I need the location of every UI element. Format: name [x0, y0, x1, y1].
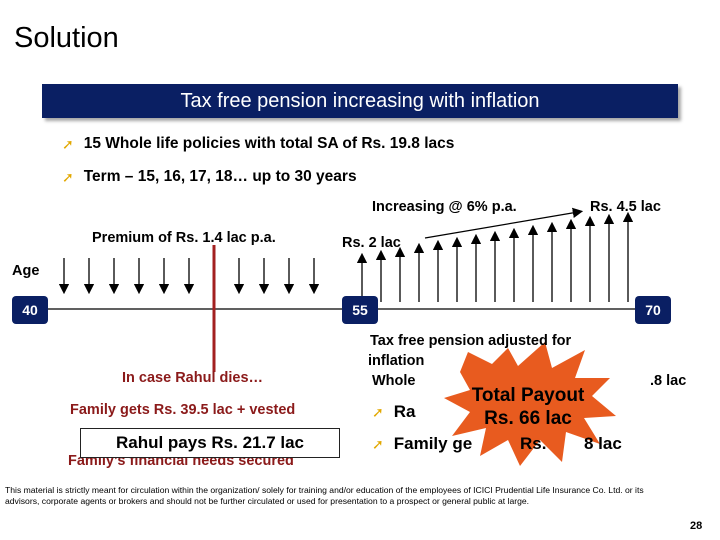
page-title: Solution	[14, 22, 119, 54]
right-bullet-text: Ra	[393, 402, 416, 421]
bullet-text: Term – 15, 16, 17, 18… up to 30 years	[83, 168, 357, 185]
start-amount-label: Rs. 2 lac	[342, 235, 401, 251]
pension-adjusted-text: Tax free pension adjusted for	[370, 333, 572, 349]
arrow-bullet-icon: ➚	[62, 168, 74, 185]
right-bullet-rahul: ➚ Ra	[372, 402, 415, 422]
total-payout-burst	[444, 342, 616, 466]
right-bullet-family: ➚ Family ge	[372, 434, 472, 454]
arrow-bullet-icon: ➚	[62, 135, 74, 152]
age-label: Age	[12, 263, 40, 279]
right-bullet-text: Family ge	[393, 434, 473, 453]
end-amount-label: Rs. 4.5 lac	[590, 199, 661, 215]
page-number: 28	[690, 520, 703, 532]
premium-arrows	[58, 258, 320, 295]
banner-heading: Tax free pension increasing with inflati…	[42, 84, 678, 118]
whole-life-text: Whole	[372, 373, 416, 389]
pension-adjusted-text-2: inflation	[368, 353, 425, 369]
pension-arrows	[356, 211, 634, 302]
death-case-label: In case Rahul dies…	[122, 370, 264, 386]
family-gets-text: Family gets Rs. 39.5 lac + vested	[70, 402, 296, 418]
arrow-bullet-icon: ➚	[372, 404, 384, 420]
total-payout-text: Total Payout Rs. 66 lac	[458, 384, 598, 430]
rahul-pays-box: Rahul pays Rs. 21.7 lac	[80, 428, 340, 458]
right-bullet-amount: 8 lac	[584, 434, 622, 453]
right-bullet-rs: Rs.	[520, 434, 547, 453]
total-payout-label: Total Payout	[471, 385, 585, 406]
increasing-trend-arrow	[424, 207, 584, 239]
whole-life-amount-text: .8 lac	[650, 373, 687, 389]
age-end-box: 70	[635, 296, 671, 324]
bullet-item-policies: ➚ 15 Whole life policies with total SA o…	[62, 135, 454, 153]
premium-label: Premium of Rs. 1.4 lac p.a.	[92, 230, 276, 246]
bullet-item-term: ➚ Term – 15, 16, 17, 18… up to 30 years	[62, 168, 357, 186]
age-mid-box: 55	[342, 296, 378, 324]
total-payout-amount: Rs. 66 lac	[484, 408, 572, 429]
arrow-bullet-icon: ➚	[372, 436, 384, 452]
age-start-box: 40	[12, 296, 48, 324]
disclaimer-text: This material is strictly meant for circ…	[5, 485, 644, 506]
bullet-text: 15 Whole life policies with total SA of …	[83, 135, 455, 152]
increasing-label: Increasing @ 6% p.a.	[372, 199, 517, 215]
